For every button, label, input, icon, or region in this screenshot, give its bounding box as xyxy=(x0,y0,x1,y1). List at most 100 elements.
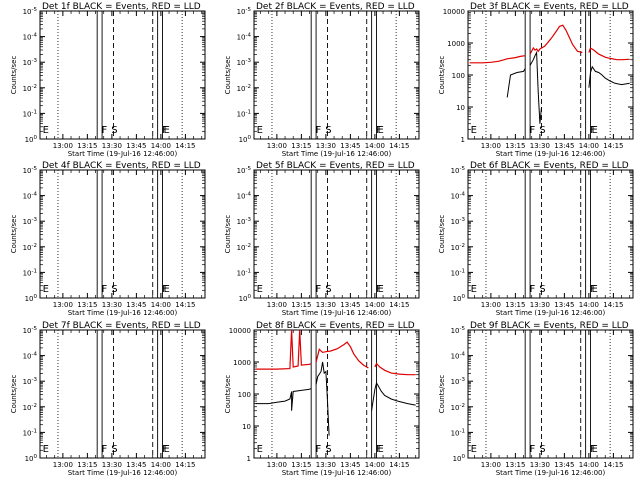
x-tick-label: 13:45 xyxy=(126,142,146,150)
marker-label-f: F xyxy=(315,284,321,295)
y-tick-label: 1000 xyxy=(447,40,465,48)
events-series-line xyxy=(506,68,526,98)
y-tick-label: 100 xyxy=(238,391,251,399)
plot-frame xyxy=(39,10,206,140)
x-tick-label: 14:00 xyxy=(579,301,599,309)
y-tick-label: 1000 xyxy=(233,359,251,367)
y-axis-label: Counts/sec xyxy=(224,56,232,95)
y-tick-label: 100 xyxy=(453,294,466,303)
y-axis-label: Counts/sec xyxy=(10,56,18,95)
y-tick-label: 10-1 xyxy=(23,268,37,277)
x-tick-label: 14:15 xyxy=(603,461,623,469)
x-tick-label: 13:00 xyxy=(267,142,287,150)
panel-8: Det 8f BLACK = Events, RED = LLD 1 10 100 10… xyxy=(224,321,420,477)
marker-label-f: F xyxy=(590,284,596,295)
y-tick-label: 10000 xyxy=(443,8,465,16)
x-tick-label: 13:00 xyxy=(481,461,501,469)
x-tick-label: 13:30 xyxy=(102,142,122,150)
y-tick-label: 10000 xyxy=(229,327,251,335)
marker-label-e: E xyxy=(592,444,598,455)
x-tick-label: 13:30 xyxy=(530,461,550,469)
x-tick-label: 14:15 xyxy=(389,461,409,469)
panel-title: Det 6f BLACK = Events, RED = LLD xyxy=(470,161,629,171)
marker-label-f: F xyxy=(162,125,168,136)
y-tick-label: 10-3 xyxy=(451,217,466,226)
marker-label-f: F xyxy=(315,125,321,136)
x-tick-label: 14:15 xyxy=(389,142,409,150)
x-axis-label: Start Time (19-Jul-16 12:46:00) xyxy=(68,150,178,158)
lld-series-line xyxy=(315,341,369,369)
marker-label-e: E xyxy=(43,125,49,136)
panel-title: Det 7f BLACK = Events, RED = LLD xyxy=(42,321,201,331)
y-tick-label: 100 xyxy=(239,294,252,303)
panel-4: Det 4f BLACK = Events, RED = LLD 100 10-1 1… xyxy=(10,161,206,317)
x-tick-label: 13:15 xyxy=(291,301,311,309)
x-tick-label: 13:45 xyxy=(340,461,360,469)
panel-title: Det 2f BLACK = Events, RED = LLD xyxy=(256,2,415,12)
marker-label-s: S xyxy=(111,444,117,455)
x-tick-label: 13:00 xyxy=(481,301,501,309)
x-tick-label: 13:00 xyxy=(267,301,287,309)
x-axis-label: Start Time (19-Jul-16 12:46:00) xyxy=(282,309,392,317)
y-tick-label: 100 xyxy=(25,135,38,144)
y-tick-label: 10-4 xyxy=(23,192,38,201)
panel-7: Det 7f BLACK = Events, RED = LLD 100 10-1 1… xyxy=(10,321,206,477)
y-tick-label: 10-2 xyxy=(23,403,37,412)
y-tick-label: 10-1 xyxy=(237,109,251,118)
x-tick-label: 13:45 xyxy=(554,461,574,469)
x-tick-label: 13:30 xyxy=(530,142,550,150)
x-tick-label: 13:15 xyxy=(505,301,525,309)
y-tick-label: 10-2 xyxy=(23,243,37,252)
marker-label-s: S xyxy=(111,284,117,295)
x-tick-label: 13:45 xyxy=(126,301,146,309)
marker-label-f: F xyxy=(101,444,107,455)
events-series-line xyxy=(315,361,330,436)
marker-label-f: F xyxy=(529,444,535,455)
x-tick-label: 13:15 xyxy=(505,461,525,469)
x-axis-label: Start Time (19-Jul-16 12:46:00) xyxy=(282,150,392,158)
marker-label-e: E xyxy=(164,284,170,295)
y-tick-label: 10-4 xyxy=(23,33,38,42)
marker-label-f: F xyxy=(376,284,382,295)
x-axis-label: Start Time (19-Jul-16 12:46:00) xyxy=(282,469,392,477)
y-tick-label: 10-5 xyxy=(237,166,252,175)
plot-frame xyxy=(39,329,206,459)
marker-label-f: F xyxy=(590,444,596,455)
x-tick-label: 13:15 xyxy=(291,461,311,469)
events-series-line xyxy=(255,387,312,411)
x-tick-label: 14:15 xyxy=(603,301,623,309)
panel-3: Det 3f BLACK = Events, RED = LLD 1 10 100 10… xyxy=(438,2,634,158)
x-tick-label: 14:00 xyxy=(579,142,599,150)
plot-frame xyxy=(467,329,634,459)
x-tick-label: 14:00 xyxy=(579,461,599,469)
x-tick-label: 14:15 xyxy=(603,142,623,150)
marker-label-s: S xyxy=(325,125,331,136)
y-tick-label: 100 xyxy=(453,454,466,463)
panel-title: Det 9f BLACK = Events, RED = LLD xyxy=(470,321,629,331)
y-tick-label: 10-5 xyxy=(23,166,38,175)
marker-label-f: F xyxy=(376,125,382,136)
x-axis-label: Start Time (19-Jul-16 12:46:00) xyxy=(496,469,606,477)
marker-label-f: F xyxy=(101,125,107,136)
x-tick-label: 13:45 xyxy=(340,301,360,309)
x-tick-label: 13:00 xyxy=(53,461,73,469)
x-axis-label: Start Time (19-Jul-16 12:46:00) xyxy=(68,309,178,317)
lld-series-line xyxy=(588,47,630,61)
x-tick-label: 14:15 xyxy=(175,142,195,150)
x-tick-label: 14:00 xyxy=(151,142,171,150)
x-tick-label: 13:45 xyxy=(554,301,574,309)
marker-label-f: F xyxy=(162,444,168,455)
y-axis-label: Counts/sec xyxy=(224,215,232,254)
y-tick-label: 10-1 xyxy=(451,428,465,437)
marker-label-e: E xyxy=(471,284,477,295)
y-tick-label: 10 xyxy=(456,104,465,112)
y-axis-label: Counts/sec xyxy=(10,215,18,254)
x-tick-label: 13:45 xyxy=(126,461,146,469)
marker-label-s: S xyxy=(539,125,545,136)
y-tick-label: 1 xyxy=(247,455,251,463)
y-axis-label: Counts/sec xyxy=(10,375,18,414)
marker-label-f: F xyxy=(315,444,321,455)
marker-label-f: F xyxy=(590,125,596,136)
y-tick-label: 10-4 xyxy=(237,192,252,201)
